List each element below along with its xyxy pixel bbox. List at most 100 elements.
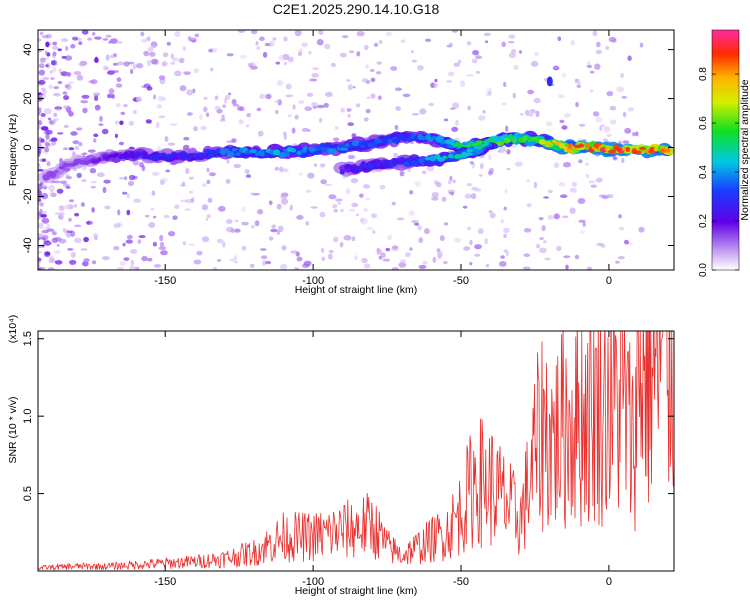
noise-speckle: [166, 41, 171, 46]
noise-speckle: [83, 236, 89, 243]
noise-speckle: [206, 214, 211, 219]
noise-speckle: [417, 65, 424, 71]
noise-speckle: [395, 106, 402, 111]
noise-speckle: [87, 149, 96, 153]
noise-speckle: [332, 204, 338, 209]
noise-speckle: [87, 37, 92, 41]
ridge-blob: [448, 138, 455, 145]
noise-speckle: [78, 142, 83, 147]
noise-speckle: [45, 64, 49, 67]
noise-speckle: [212, 266, 218, 270]
noise-speckle: [443, 118, 449, 122]
noise-speckle: [295, 251, 300, 257]
noise-speckle: [50, 59, 58, 66]
noise-speckle: [91, 207, 95, 213]
noise-speckle: [594, 63, 601, 70]
noise-speckle: [62, 227, 66, 232]
noise-speckle: [576, 84, 582, 89]
noise-speckle: [155, 122, 160, 128]
noise-speckle: [208, 172, 216, 177]
noise-speckle: [330, 62, 336, 68]
noise-speckle: [52, 51, 57, 57]
noise-speckle: [320, 247, 325, 253]
ridge-blob: [259, 152, 265, 157]
noise-speckle: [200, 125, 207, 131]
noise-speckle: [46, 142, 51, 148]
ridge-blob: [284, 151, 290, 157]
noise-speckle: [162, 52, 169, 58]
noise-speckle: [160, 250, 168, 256]
noise-speckle: [50, 189, 54, 196]
noise-speckle: [181, 181, 186, 187]
noise-speckle: [184, 208, 191, 211]
noise-speckle: [260, 255, 268, 259]
noise-speckle: [385, 31, 392, 37]
noise-speckle: [621, 157, 625, 163]
noise-speckle: [50, 137, 58, 142]
noise-speckle: [229, 258, 237, 262]
ridge-blob: [198, 152, 206, 158]
noise-speckle: [118, 141, 124, 146]
y-tick-label: -40: [22, 238, 34, 254]
noise-speckle: [216, 108, 223, 114]
heatmap-x-label: Height of straight line (km): [295, 284, 418, 296]
noise-speckle: [38, 142, 42, 148]
noise-speckle: [296, 256, 303, 262]
noise-speckle: [158, 115, 166, 119]
noise-speckle: [119, 261, 126, 266]
noise-speckle: [128, 61, 135, 65]
ridge-blob: [559, 143, 565, 149]
noise-speckle: [41, 230, 49, 234]
noise-speckle: [303, 260, 312, 267]
noise-speckle: [38, 251, 43, 254]
noise-speckle: [500, 255, 505, 259]
noise-speckle: [592, 111, 600, 117]
noise-speckle: [589, 89, 594, 93]
noise-speckle: [160, 177, 168, 183]
noise-speckle: [378, 40, 383, 44]
noise-speckle: [400, 259, 406, 264]
heatmap-y-axis: -40 -20 0 20 40: [22, 43, 674, 253]
noise-speckle: [563, 255, 571, 259]
noise-speckle: [146, 86, 153, 91]
noise-speckle: [238, 119, 244, 125]
noise-speckle: [452, 30, 458, 33]
noise-speckle: [119, 176, 125, 180]
noise-speckle: [507, 41, 515, 44]
chart-title: C2E1.2025.290.14.10.G18: [273, 1, 440, 17]
noise-speckle: [506, 167, 511, 171]
noise-speckle: [143, 50, 150, 57]
noise-speckle: [342, 35, 349, 39]
ridge-blob: [511, 138, 517, 143]
noise-speckle: [543, 240, 547, 244]
noise-speckle: [226, 219, 233, 224]
noise-speckle: [426, 165, 435, 172]
noise-speckle: [539, 247, 547, 254]
noise-speckle: [61, 55, 67, 59]
noise-speckle: [56, 188, 64, 194]
noise-speckle: [42, 76, 50, 81]
noise-speckle: [60, 38, 69, 42]
noise-speckle: [68, 81, 74, 85]
noise-speckle: [543, 196, 550, 199]
noise-speckle: [53, 250, 61, 254]
noise-speckle: [599, 125, 603, 132]
noise-speckle: [466, 41, 472, 46]
noise-speckle: [354, 255, 358, 260]
noise-speckle: [452, 102, 460, 109]
noise-speckle: [529, 108, 536, 114]
noise-speckle: [78, 41, 83, 45]
noise-speckle: [252, 192, 260, 196]
noise-speckle: [226, 159, 230, 164]
noise-speckle: [174, 204, 180, 209]
branch-blob: [361, 162, 370, 169]
noise-speckle: [356, 51, 361, 57]
snr-y-scale: (x10⁴): [7, 315, 19, 343]
noise-speckle: [38, 79, 46, 85]
noise-speckle: [90, 79, 98, 85]
noise-speckle: [105, 54, 110, 61]
noise-speckle: [499, 146, 507, 153]
noise-speckle: [190, 197, 195, 203]
noise-speckle: [539, 237, 544, 241]
ridge-blob: [387, 138, 393, 145]
